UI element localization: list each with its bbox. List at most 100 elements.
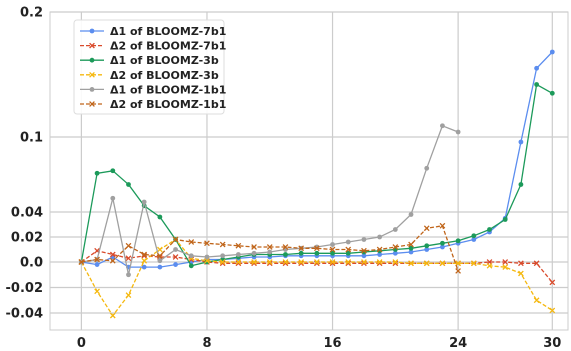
data-point bbox=[377, 252, 383, 257]
data-point bbox=[392, 250, 398, 256]
data-point bbox=[251, 250, 257, 256]
data-point bbox=[235, 252, 241, 257]
data-point bbox=[172, 236, 179, 243]
data-point bbox=[439, 222, 446, 229]
data-point bbox=[157, 258, 163, 264]
data-point bbox=[534, 82, 540, 87]
y-tick-label: 0.02 bbox=[11, 231, 43, 246]
data-point bbox=[345, 250, 351, 256]
data-point bbox=[471, 233, 477, 239]
data-point bbox=[188, 239, 195, 245]
legend-marker bbox=[89, 28, 95, 34]
data-point bbox=[282, 244, 289, 250]
data-point bbox=[298, 259, 305, 265]
data-point bbox=[330, 250, 335, 256]
data-point bbox=[266, 259, 273, 265]
x-axis-ticks: 0 8 16 24 30 bbox=[77, 336, 561, 351]
data-point bbox=[549, 90, 555, 96]
legend-label: Δ1 of BLOOMZ-1b1 bbox=[110, 83, 226, 96]
data-point bbox=[361, 247, 367, 254]
y-tick-label: 0.2 bbox=[20, 6, 43, 21]
data-point bbox=[377, 234, 383, 240]
legend-label: Δ2 of BLOOMZ-1b1 bbox=[110, 98, 226, 111]
data-point bbox=[423, 260, 430, 267]
data-point bbox=[408, 212, 414, 217]
data-point bbox=[188, 263, 194, 269]
data-point bbox=[266, 244, 273, 250]
data-point bbox=[94, 256, 100, 263]
y-tick-label: 0.0 bbox=[20, 256, 43, 271]
data-point bbox=[518, 260, 524, 267]
data-point bbox=[423, 225, 430, 232]
data-point bbox=[204, 240, 210, 247]
data-point bbox=[345, 246, 352, 253]
legend-item: Δ2 of BLOOMZ-3b bbox=[80, 69, 219, 82]
data-point bbox=[78, 259, 85, 265]
data-point bbox=[157, 264, 163, 270]
data-point bbox=[330, 242, 335, 247]
data-point bbox=[439, 260, 446, 267]
data-point bbox=[125, 292, 132, 299]
data-point bbox=[502, 264, 509, 270]
data-point bbox=[424, 243, 430, 249]
data-point bbox=[204, 257, 210, 264]
legend-item: Δ2 of BLOOMZ-1b1 bbox=[80, 98, 226, 111]
data-point bbox=[408, 245, 414, 251]
data-point bbox=[219, 259, 226, 265]
data-point bbox=[471, 237, 477, 242]
data-point bbox=[408, 241, 414, 248]
data-point bbox=[424, 247, 430, 252]
data-point bbox=[408, 260, 414, 267]
data-point bbox=[470, 260, 477, 267]
x-tick-label: 16 bbox=[323, 336, 341, 351]
data-point bbox=[219, 241, 226, 248]
data-point bbox=[440, 244, 445, 250]
data-point bbox=[440, 123, 445, 129]
data-point bbox=[345, 259, 352, 265]
y-tick-label: -0.04 bbox=[6, 307, 43, 322]
series-6 bbox=[78, 222, 461, 274]
data-point bbox=[392, 244, 399, 250]
data-point bbox=[376, 259, 383, 265]
data-point bbox=[549, 307, 556, 314]
data-point bbox=[298, 245, 305, 252]
data-point bbox=[188, 253, 194, 259]
data-point bbox=[518, 270, 524, 277]
data-point bbox=[94, 262, 100, 267]
data-point bbox=[549, 49, 555, 55]
data-point bbox=[235, 259, 242, 265]
data-point bbox=[502, 217, 508, 222]
data-point bbox=[94, 170, 100, 176]
data-point bbox=[141, 251, 148, 258]
data-point bbox=[376, 246, 383, 253]
y-tick-label: 0.04 bbox=[11, 206, 43, 221]
data-point bbox=[109, 312, 116, 319]
data-point bbox=[251, 259, 257, 265]
x-tick-label: 8 bbox=[202, 336, 211, 351]
data-point bbox=[392, 259, 399, 265]
legend-item: Δ2 of BLOOMZ-7b1 bbox=[80, 40, 226, 53]
data-point bbox=[126, 182, 131, 187]
data-point bbox=[424, 165, 430, 171]
data-point bbox=[534, 65, 540, 71]
data-point bbox=[329, 259, 336, 265]
data-point bbox=[361, 253, 367, 259]
data-point bbox=[125, 255, 132, 262]
data-point bbox=[172, 254, 179, 260]
data-point bbox=[173, 247, 178, 252]
data-point bbox=[549, 279, 556, 286]
legend-marker bbox=[89, 42, 95, 49]
data-point bbox=[235, 242, 242, 249]
legend-item: Δ1 of BLOOMZ-7b1 bbox=[80, 25, 226, 38]
data-point bbox=[314, 250, 320, 256]
data-point bbox=[518, 182, 524, 187]
data-point bbox=[251, 244, 257, 250]
data-point bbox=[455, 238, 461, 244]
x-tick-label: 0 bbox=[77, 336, 86, 351]
legend-item: Δ1 of BLOOMZ-3b bbox=[80, 54, 219, 67]
data-point bbox=[141, 199, 147, 205]
data-point bbox=[533, 260, 540, 267]
data-point bbox=[329, 246, 336, 253]
